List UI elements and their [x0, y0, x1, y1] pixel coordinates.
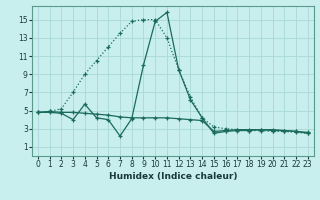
X-axis label: Humidex (Indice chaleur): Humidex (Indice chaleur): [108, 172, 237, 181]
